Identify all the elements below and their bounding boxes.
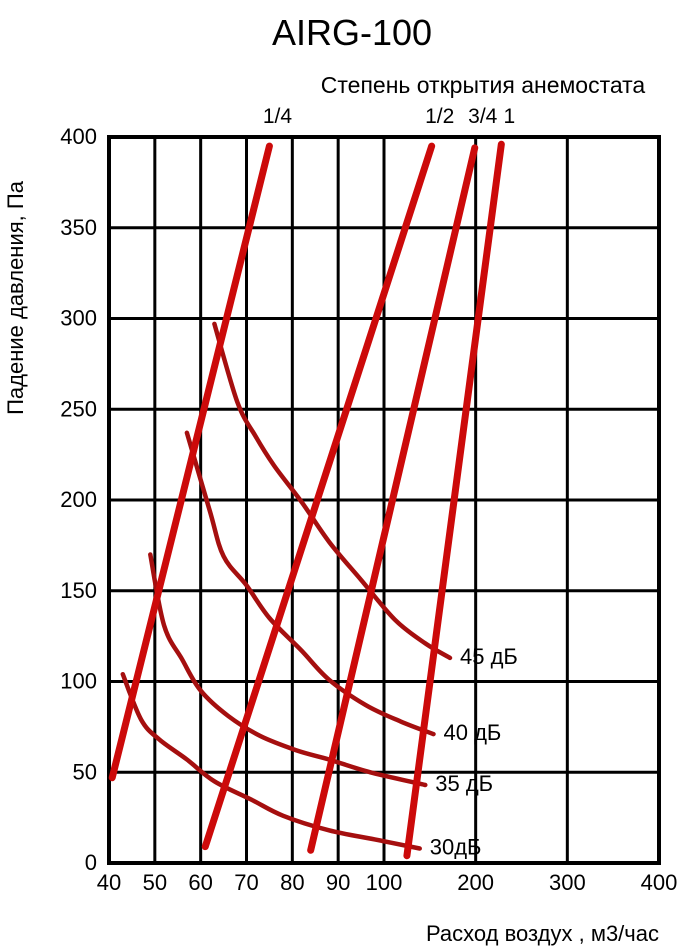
noise-curve-label: 30дБ [430, 834, 482, 859]
opening-line-1/4 [108, 142, 273, 782]
x-tick-label: 50 [143, 870, 167, 895]
x-tick-label: 300 [549, 870, 586, 895]
chart-title: AIRG-100 [272, 12, 432, 53]
y-tick-label: 100 [60, 669, 97, 694]
plot-border [107, 135, 661, 865]
opening-line-label: 1 [503, 105, 515, 128]
y-tick-label: 300 [60, 306, 97, 331]
grid: 40 50 60 70 80 90 100 200 300 400 0 50 100 150 200 250 3… [60, 124, 677, 895]
curves [108, 140, 505, 860]
x-tick-label: 70 [234, 870, 258, 895]
opening-line-1 [403, 140, 505, 860]
noise-curve-label: 40 дБ [444, 720, 502, 745]
y-tick-label: 200 [60, 487, 97, 512]
y-tick-label: 150 [60, 578, 97, 603]
x-axis-label: Расход воздух , м3/час [426, 921, 659, 946]
x-tick-label: 400 [641, 870, 678, 895]
noise-curve-45 дБ [212, 321, 453, 661]
y-axis-label: Падение давления, Па [3, 180, 28, 415]
noise-curve-30дБ [120, 671, 422, 851]
noise-curve-40 дБ [184, 430, 436, 737]
x-tick-label: 200 [457, 870, 494, 895]
x-tick-label: 60 [188, 870, 212, 895]
y-tick-label: 50 [73, 759, 97, 784]
x-tick-label: 80 [280, 870, 304, 895]
y-tick-label: 400 [60, 124, 97, 149]
chart-subtitle: Степень открытия анемостата [321, 72, 646, 98]
x-tick-label: 100 [366, 870, 403, 895]
opening-line-1/2 [201, 142, 436, 851]
opening-line-label: 1/4 [263, 105, 293, 128]
y-tick-label: 350 [60, 215, 97, 240]
x-tick-label: 90 [326, 870, 350, 895]
opening-line-3/4 [307, 144, 479, 854]
noise-curve-label: 45 дБ [460, 644, 518, 669]
x-tick-label: 40 [97, 870, 121, 895]
opening-line-label: 3/4 [468, 105, 498, 128]
y-tick-label: 250 [60, 396, 97, 421]
opening-line-label: 1/2 [425, 105, 454, 128]
noise-curve-label: 35 дБ [435, 771, 493, 796]
y-tick-label: 0 [85, 850, 97, 875]
curve-labels: 45 дБ 40 дБ 35 дБ 30дБ 1/4 1/2 3/4 1 [263, 105, 518, 859]
